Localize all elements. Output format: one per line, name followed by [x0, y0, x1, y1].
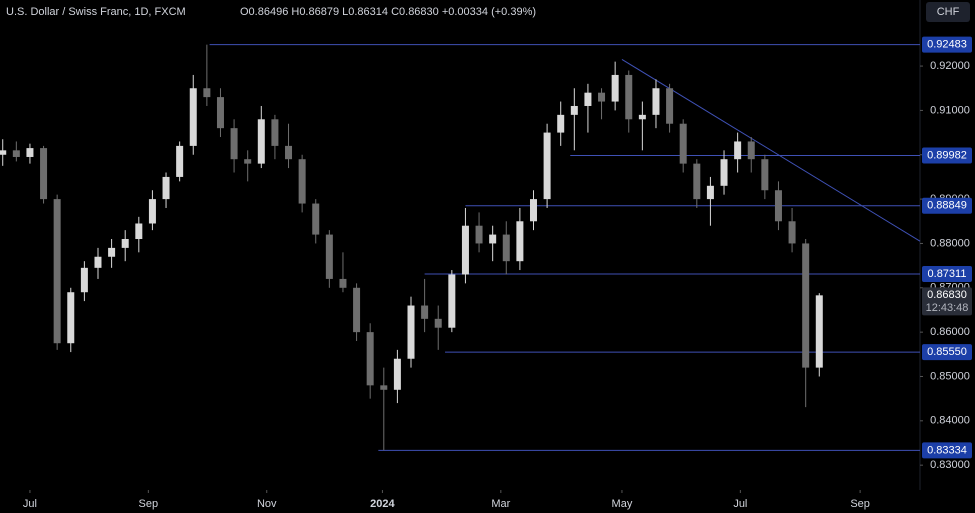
candle-body — [12, 150, 20, 157]
level-tag — [922, 266, 972, 283]
candle-body — [802, 243, 810, 368]
level-label: 0.85550 — [927, 346, 967, 358]
y-tick-label: 0.83000 — [930, 459, 970, 471]
level-label: 0.92483 — [927, 39, 967, 51]
x-tick-label: 2024 — [370, 498, 395, 510]
candle-body — [148, 199, 156, 224]
candle-body — [774, 190, 782, 222]
candle-body — [121, 239, 129, 248]
candle-body — [679, 123, 687, 164]
level-tag — [922, 147, 972, 164]
level-tag — [922, 344, 972, 361]
last-price-tag — [922, 287, 972, 316]
candle-body — [162, 176, 170, 200]
candle-body — [489, 234, 497, 244]
candle-body — [570, 105, 578, 115]
candle-body — [244, 159, 252, 164]
candle-body — [67, 292, 75, 344]
candle-body — [366, 332, 374, 386]
candle-body — [407, 305, 415, 359]
y-tick-label: 0.86000 — [930, 326, 970, 338]
y-tick-label: 0.91000 — [930, 104, 970, 116]
x-tick-label: Sep — [850, 498, 870, 510]
candle-body — [434, 318, 442, 328]
x-tick-label: Jul — [733, 498, 747, 510]
candle-body — [543, 132, 551, 200]
currency-label[interactable]: CHF — [937, 6, 960, 18]
candle-body — [815, 295, 823, 368]
level-label: 0.89982 — [927, 149, 967, 161]
x-tick-label: Mar — [491, 498, 510, 510]
candle-body — [584, 92, 592, 106]
candle-body — [761, 159, 769, 191]
candle-body — [135, 223, 143, 240]
candle-body — [285, 145, 293, 160]
x-tick-label: May — [612, 498, 633, 510]
candle-body — [80, 267, 88, 293]
level-label: 0.87311 — [928, 268, 967, 280]
candle-body — [353, 287, 361, 333]
candle-body — [53, 199, 61, 344]
candle-body — [652, 88, 660, 115]
candle-body — [230, 128, 238, 160]
candle-body — [393, 358, 401, 390]
candle-body — [40, 148, 48, 200]
candle-body — [666, 88, 674, 124]
candle-body — [734, 141, 742, 160]
currency-button[interactable] — [926, 2, 970, 22]
candle-body — [339, 278, 347, 288]
candle-body — [216, 97, 224, 129]
candle-body — [529, 199, 537, 222]
candle-body — [0, 150, 7, 155]
candle-body — [108, 247, 116, 257]
ohlc-readout: O0.86496 H0.86879 L0.86314 C0.86830 +0.0… — [240, 6, 536, 18]
x-tick-label: Nov — [257, 498, 277, 510]
candle-body — [475, 225, 483, 244]
candle-body — [94, 256, 102, 268]
candle-body — [312, 203, 320, 235]
y-tick-label: 0.88000 — [930, 237, 970, 249]
level-label: 0.83334 — [927, 444, 967, 456]
candle-body — [625, 74, 633, 120]
y-tick-label: 0.92000 — [930, 60, 970, 72]
candle-body — [502, 234, 510, 262]
last-price-label: 0.86830 — [927, 289, 967, 301]
level-tag — [922, 197, 972, 214]
candle-body — [421, 305, 429, 319]
x-tick-label: Sep — [139, 498, 159, 510]
x-tick-label: Jul — [23, 498, 37, 510]
y-tick-label: 0.84000 — [930, 415, 970, 427]
candle-body — [557, 114, 565, 133]
candle-body — [611, 74, 619, 102]
candle-body — [26, 148, 34, 157]
candle-body — [380, 385, 388, 390]
candle-body — [720, 159, 728, 186]
countdown-label: 12:43:48 — [926, 302, 969, 314]
candle-body — [516, 221, 524, 262]
candle-body — [257, 119, 265, 164]
candle-body — [325, 234, 333, 279]
level-tag — [922, 36, 972, 53]
candle-body — [788, 221, 796, 244]
level-tag — [922, 442, 972, 459]
candle-body — [461, 225, 469, 275]
candle-body — [598, 92, 606, 102]
candle-body — [189, 88, 197, 146]
candle-body — [638, 114, 646, 120]
candle-body — [203, 88, 211, 98]
candle-body — [271, 119, 279, 146]
y-tick-label: 0.85000 — [930, 370, 970, 382]
candle-body — [747, 141, 755, 160]
candle-body — [298, 159, 306, 204]
chart-title: U.S. Dollar / Swiss Franc, 1D, FXCM — [6, 6, 186, 18]
candle-body — [176, 145, 184, 177]
candle-body — [693, 163, 701, 200]
candle-body — [706, 185, 714, 200]
candle-body — [448, 274, 456, 328]
level-label: 0.88849 — [927, 200, 967, 212]
